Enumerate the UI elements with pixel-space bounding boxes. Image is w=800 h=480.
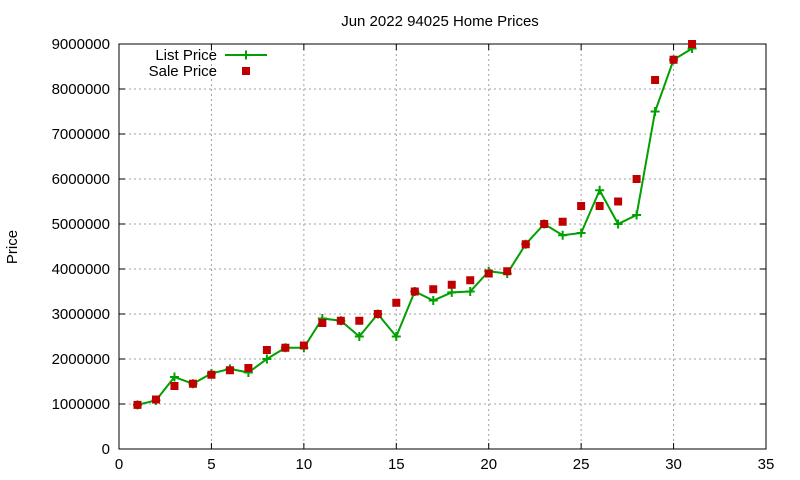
sale-price-point (373, 310, 382, 318)
sale-price-point (170, 382, 179, 390)
y-tick-label: 7000000 (52, 126, 110, 143)
sale-price-point (355, 316, 364, 325)
list-price-legend-label: List Price (155, 47, 217, 64)
sale-price-point (299, 341, 308, 350)
x-tick-label: 30 (665, 456, 682, 473)
chart-title: Jun 2022 94025 Home Prices (341, 13, 539, 30)
series-layer (132, 40, 697, 410)
sale-price-point (484, 269, 493, 278)
y-tick-label: 6000000 (52, 171, 110, 188)
sale-price-point (410, 287, 419, 296)
list-price-point (632, 210, 642, 220)
list-price-point (262, 354, 272, 364)
sale-price-point (669, 55, 678, 64)
sale-price-point (558, 217, 567, 226)
list-price-point (428, 296, 438, 305)
sale-price-point (244, 364, 253, 372)
list-price-line (137, 47, 693, 406)
y-axis-label: Price (4, 230, 21, 264)
sale-price-point (318, 319, 327, 327)
sale-price-point (281, 343, 290, 352)
list-price-point (558, 230, 568, 240)
sale-price-point (392, 298, 401, 307)
sale-price-point (188, 379, 197, 388)
sale-price-point (540, 220, 549, 228)
sale-price-point (577, 202, 586, 210)
y-tick-label: 5000000 (52, 216, 110, 233)
y-tick-label: 0 (102, 441, 110, 458)
list-price-point (613, 219, 623, 229)
plot-frame (118, 43, 767, 450)
sale-price-point (503, 267, 512, 276)
list-price-point (576, 228, 586, 238)
y-tick-label: 4000000 (52, 261, 110, 278)
x-tick-label: 10 (296, 456, 313, 473)
sale-price-point (466, 276, 475, 285)
y-tick-label: 8000000 (52, 81, 110, 98)
sale-price-point (429, 285, 438, 294)
list-price-point (391, 332, 401, 341)
sale-price-point (207, 370, 216, 379)
list-price-legend-marker (241, 50, 251, 60)
x-tick-label: 5 (207, 456, 215, 473)
sale-price-point (632, 175, 641, 183)
list-price-point (447, 287, 457, 297)
sale-price-point (262, 346, 271, 354)
sale-price-point (133, 400, 142, 409)
sale-price-point (447, 280, 456, 289)
sale-price-point (614, 197, 623, 206)
y-tick-label: 3000000 (52, 306, 110, 323)
list-price-point (595, 185, 605, 195)
grid-lines (119, 44, 766, 449)
sale-price-point (688, 40, 697, 48)
y-tick-label: 2000000 (52, 351, 110, 368)
x-tick-label: 20 (480, 456, 497, 473)
y-tick-label: 9000000 (52, 36, 110, 53)
sale-price-point (151, 395, 160, 404)
sale-price-point (521, 240, 530, 249)
sale-price-legend-label: Sale Price (149, 63, 217, 80)
sale-price-series (133, 40, 697, 409)
x-tick-label: 35 (758, 456, 775, 473)
list-price-series (132, 44, 697, 410)
x-tick-label: 0 (115, 456, 123, 473)
sale-price-point (225, 366, 234, 375)
x-tick-label: 15 (388, 456, 405, 473)
sale-price-point (336, 316, 345, 325)
list-price-point (465, 287, 475, 296)
sale-price-point (595, 202, 604, 210)
sale-price-point (651, 76, 660, 84)
sale-price-legend-marker (242, 67, 250, 75)
axes: 0 5 10 15 20 25 30 35 0 1000000 2000000 3000000 4000… (52, 36, 775, 473)
list-price-point (169, 372, 179, 382)
list-price-point (354, 332, 364, 341)
y-tick-label: 1000000 (52, 396, 110, 413)
list-price-point (650, 107, 660, 116)
x-tick-label: 25 (573, 456, 590, 473)
